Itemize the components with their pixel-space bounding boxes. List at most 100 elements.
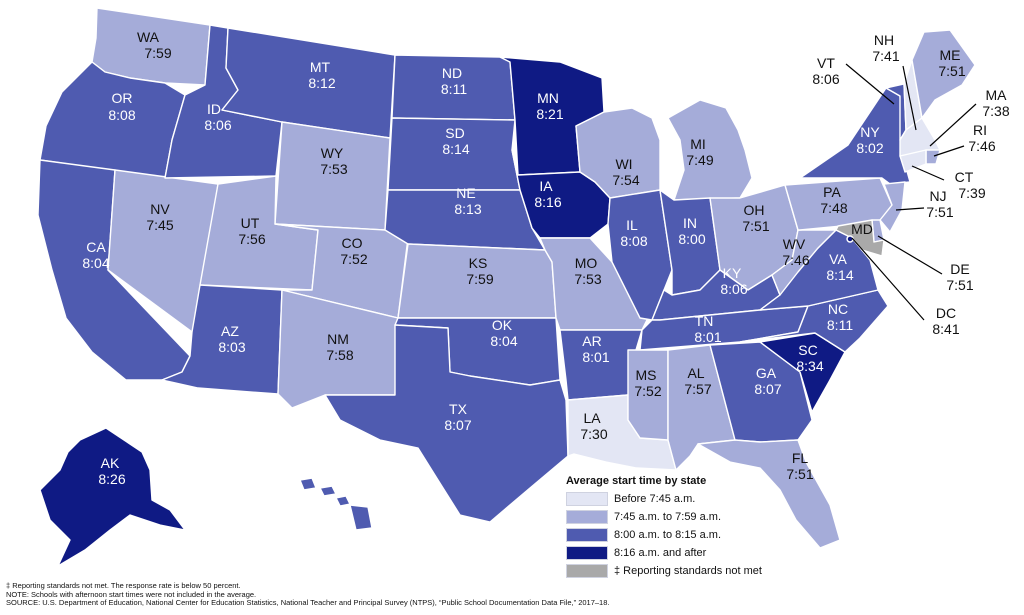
state-abbr-mt: MT — [310, 59, 331, 75]
state-abbr-id: ID — [207, 101, 221, 117]
state-abbr-ar: AR — [582, 333, 601, 349]
state-abbr-in: IN — [683, 215, 697, 231]
state-time-me: 7:51 — [938, 63, 965, 79]
legend-label: 7:45 a.m. to 7:59 a.m. — [614, 510, 722, 523]
state-time-wa: 7:59 — [144, 45, 171, 61]
state-abbr-ri: RI — [973, 122, 987, 138]
legend-item-not-met: ‡ Reporting standards not met — [566, 563, 781, 578]
state-time-az: 8:03 — [218, 339, 245, 355]
map-legend: Average start time by state Before 7:45 … — [566, 475, 781, 581]
state-abbr-vt: VT — [817, 55, 835, 71]
state-time-wi: 7:54 — [612, 172, 639, 188]
state-time-nc: 8:11 — [827, 317, 853, 333]
state-abbr-il: IL — [626, 217, 638, 233]
state-abbr-va: VA — [829, 251, 847, 267]
state-time-wv: 7:46 — [782, 252, 809, 268]
state-abbr-or: OR — [112, 90, 133, 106]
state-ny — [799, 87, 911, 185]
legend-label: 8:00 a.m. to 8:15 a.m. — [614, 528, 722, 541]
state-time-tx: 8:07 — [444, 417, 471, 433]
state-time-or: 8:08 — [108, 107, 135, 123]
state-tx — [324, 324, 569, 523]
footnote-reporting: ‡ Reporting standards not met. The respo… — [6, 581, 241, 590]
state-time-oh: 7:51 — [742, 218, 769, 234]
leader-line-ct — [911, 165, 945, 181]
state-abbr-nm: NM — [327, 331, 349, 347]
state-time-mo: 7:53 — [574, 271, 601, 287]
state-time-va: 8:14 — [826, 267, 853, 283]
legend-label: Before 7:45 a.m. — [614, 492, 696, 505]
state-time-ms: 7:52 — [634, 383, 661, 399]
state-abbr-dc: DC — [936, 305, 956, 321]
state-abbr-ks: KS — [469, 255, 488, 271]
legend-item-before-745: Before 7:45 a.m. — [566, 491, 781, 506]
state-time-ia: 8:16 — [534, 194, 561, 210]
leader-lines — [845, 63, 977, 321]
state-time-ks: 7:59 — [466, 271, 493, 287]
state-abbr-ut: UT — [241, 215, 260, 231]
state-abbr-ok: OK — [492, 317, 513, 333]
state-abbr-ny: NY — [860, 124, 880, 140]
state-time-ny: 8:02 — [856, 140, 883, 156]
state-time-tn: 8:01 — [694, 329, 721, 345]
state-abbr-tn: TN — [695, 313, 714, 329]
state-time-ri: 7:46 — [968, 138, 995, 154]
leader-line-nj — [895, 207, 925, 211]
state-time-id: 8:06 — [204, 117, 231, 133]
states-layer — [37, 7, 976, 567]
legend-label: 8:16 a.m. and after — [614, 546, 707, 559]
legend-swatch — [566, 527, 608, 542]
state-time-mn: 8:21 — [536, 106, 563, 122]
state-abbr-ky: KY — [723, 265, 742, 281]
state-time-ca: 8:04 — [82, 255, 109, 271]
legend-swatch — [566, 545, 608, 560]
state-time-sd: 8:14 — [442, 141, 469, 157]
legend-label: ‡ Reporting standards not met — [614, 564, 762, 577]
state-time-wy: 7:53 — [320, 161, 347, 177]
state-abbr-fl: FL — [792, 450, 809, 466]
leader-line-de — [877, 235, 943, 275]
state-time-ct: 7:39 — [958, 185, 985, 201]
state-dc — [846, 235, 854, 243]
state-time-dc: 8:41 — [932, 321, 959, 337]
state-labels: WA7:59OR8:08CA8:04NV7:45ID8:06MT8:12WY7:… — [82, 29, 1009, 538]
state-abbr-oh: OH — [744, 202, 765, 218]
state-time-hi: 8:07 — [308, 522, 335, 538]
state-hi — [299, 477, 373, 531]
state-time-nv: 7:45 — [146, 217, 173, 233]
state-abbr-ca: CA — [86, 239, 106, 255]
state-nc — [739, 289, 889, 353]
state-abbr-la: LA — [583, 410, 601, 426]
state-time-ak: 8:26 — [98, 471, 125, 487]
state-ak — [39, 427, 186, 567]
state-abbr-wv: WV — [783, 236, 806, 252]
legend-title: Average start time by state — [566, 475, 707, 487]
state-abbr-nh: NH — [874, 32, 894, 48]
state-abbr-mo: MO — [575, 255, 598, 271]
state-abbr-nv: NV — [150, 201, 170, 217]
state-time-nd: 8:11 — [441, 81, 467, 97]
state-abbr-wi: WI — [615, 156, 632, 172]
state-time-nh: 7:41 — [872, 48, 899, 64]
state-time-ma: 7:38 — [982, 103, 1009, 119]
state-time-al: 7:57 — [684, 381, 711, 397]
state-time-de: 7:51 — [946, 277, 973, 293]
state-time-sc: 8:34 — [796, 358, 823, 374]
state-abbr-mi: MI — [690, 136, 706, 152]
state-abbr-nj: NJ — [929, 188, 946, 204]
state-time-ga: 8:07 — [754, 381, 781, 397]
state-abbr-me: ME — [940, 47, 961, 63]
state-time-ar: 8:01 — [582, 349, 609, 365]
state-abbr-wa: WA — [137, 29, 160, 45]
state-time-nm: 7:58 — [326, 347, 353, 363]
state-time-in: 8:00 — [678, 231, 705, 247]
legend-item-800-815: 8:00 a.m. to 8:15 a.m. — [566, 527, 781, 542]
us-state-map: WA7:59OR8:08CA8:04NV7:45ID8:06MT8:12WY7:… — [37, 7, 1010, 567]
state-abbr-al: AL — [687, 365, 704, 381]
state-time-il: 8:08 — [620, 233, 647, 249]
state-abbr-sc: SC — [798, 342, 817, 358]
state-ct — [899, 149, 927, 173]
leader-line-dc — [851, 237, 925, 321]
state-abbr-ma: MA — [986, 87, 1008, 103]
state-time-pa: 7:48 — [820, 200, 847, 216]
